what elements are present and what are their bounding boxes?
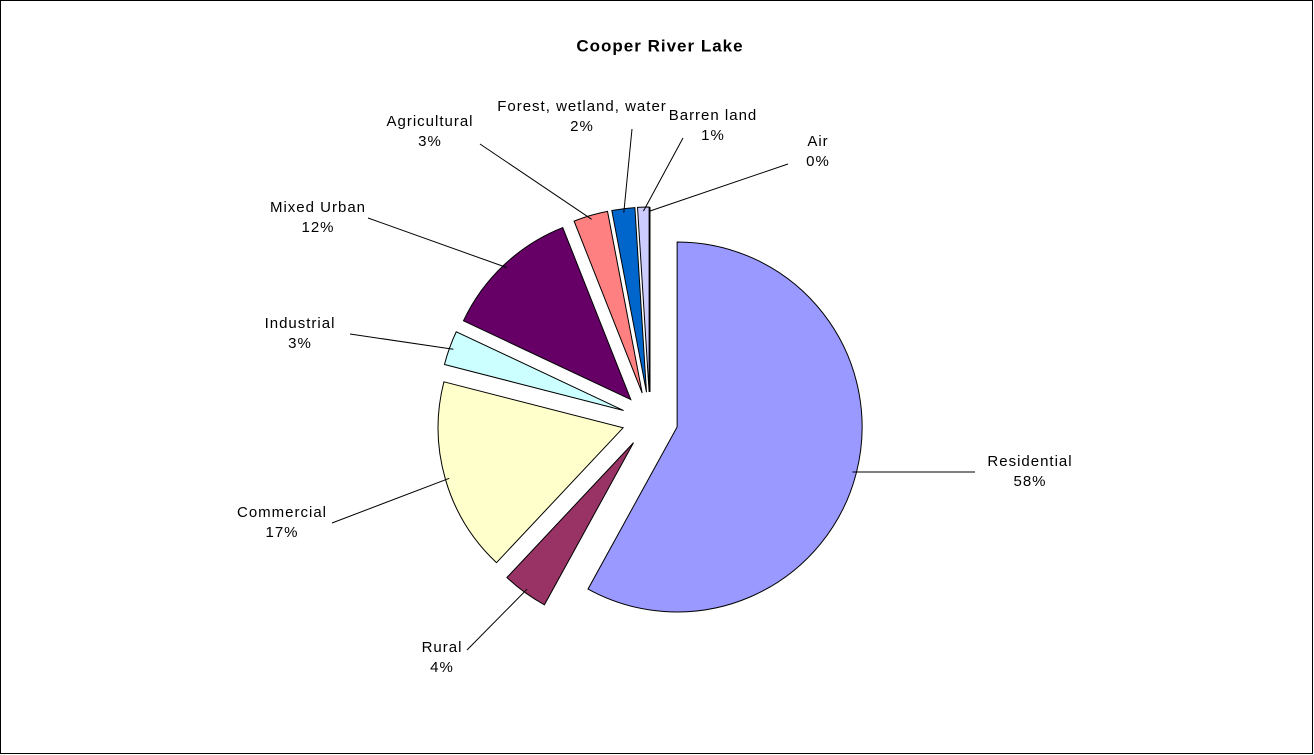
leader-line — [623, 128, 633, 213]
leader-line — [479, 143, 592, 220]
slice-label: Barren land — [669, 107, 758, 124]
slice-value-label: 58% — [1013, 473, 1046, 490]
slice-value-label: 3% — [288, 335, 312, 352]
slice-value-label: 12% — [301, 219, 334, 236]
pie-slice — [587, 241, 863, 613]
pie-slice — [611, 207, 647, 393]
slice-label: Mixed Urban — [270, 199, 366, 216]
leader-line — [642, 137, 684, 212]
slice-value-label: 17% — [265, 524, 298, 541]
slice-value-label: 1% — [701, 127, 725, 144]
slice-value-label: 0% — [806, 153, 830, 170]
leader-line — [349, 333, 454, 350]
slice-value-label: 4% — [430, 659, 454, 676]
leader-line — [331, 477, 450, 524]
slice-label: Agricultural — [386, 113, 473, 130]
leader-line — [649, 163, 789, 212]
slice-label: Forest, wetland, water — [497, 98, 667, 115]
slice-value-label: 3% — [418, 133, 442, 150]
pie-slice — [443, 331, 624, 411]
slice-label: Rural — [422, 639, 463, 656]
pie-slice — [636, 206, 650, 393]
slice-label: Industrial — [265, 315, 336, 332]
leader-line — [367, 217, 508, 269]
pie-slice — [506, 442, 634, 606]
pie-slice — [573, 210, 643, 394]
pie-slice — [462, 226, 632, 401]
slice-value-label: 2% — [570, 118, 594, 135]
leader-line — [466, 588, 528, 651]
slice-label: Commercial — [237, 504, 327, 521]
chart-title: Cooper River Lake — [576, 36, 743, 55]
slice-label: Air — [807, 133, 828, 150]
slice-label: Residential — [987, 453, 1072, 470]
